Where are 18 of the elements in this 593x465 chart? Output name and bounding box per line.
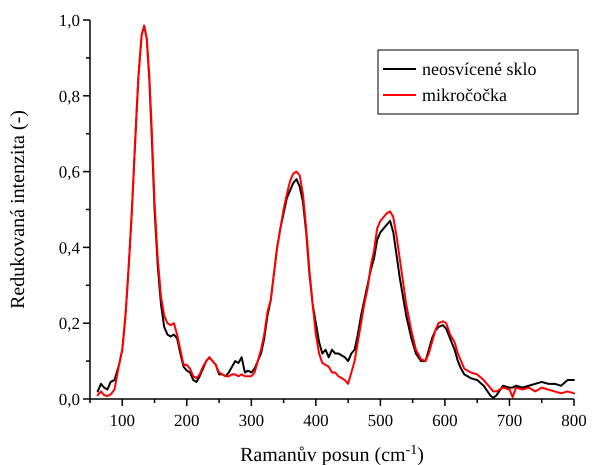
x-tick-label: 500: [368, 411, 394, 430]
x-tick-label: 100: [110, 411, 136, 430]
x-axis-title: Ramanův posun (cm$^{-1}$): [240, 442, 424, 465]
legend-label: neosvícené sklo: [422, 59, 536, 79]
y-tick-label: 0,2: [58, 314, 80, 334]
x-tick-label: 800: [561, 411, 587, 430]
x-tick-label: 700: [496, 411, 522, 430]
y-tick-label: 0,8: [58, 86, 80, 106]
x-tick-label: 600: [432, 411, 458, 430]
y-axis-title: Redukovaná intenzita (-): [7, 110, 29, 309]
x-tick-label: 400: [303, 411, 329, 430]
y-tick-label: 0,0: [58, 390, 80, 409]
legend-label: mikročočka: [422, 85, 507, 105]
x-tick-label: 300: [238, 411, 264, 430]
y-tick-label: 0,6: [58, 162, 80, 182]
x-tick-label: 200: [174, 411, 200, 430]
y-tick-label: 1,0: [58, 11, 80, 30]
y-tick-label: 0,4: [58, 238, 80, 258]
